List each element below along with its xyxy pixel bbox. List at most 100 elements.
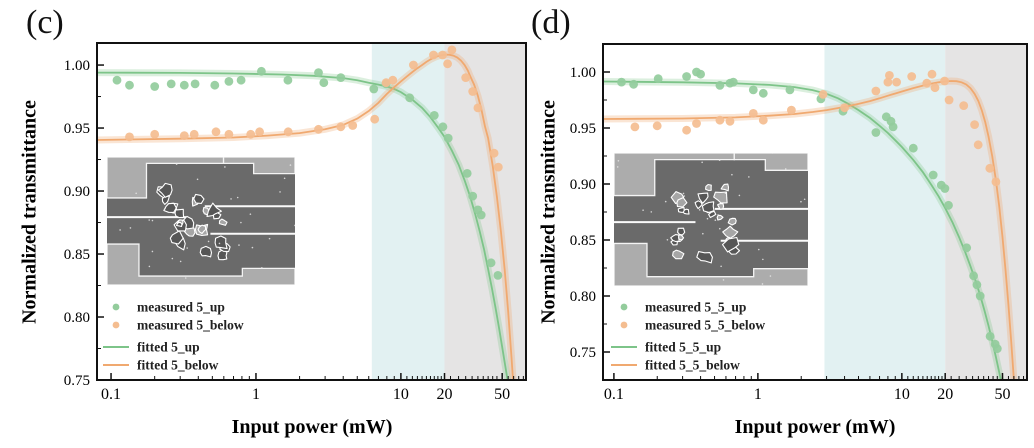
micrograph-speckle (784, 168, 787, 170)
micrograph-speckle (761, 283, 764, 285)
micrograph-speckle (224, 166, 226, 168)
data-point (653, 74, 663, 84)
micrograph-cladding (733, 153, 808, 171)
micrograph-speckle (731, 173, 733, 176)
legend-label: fitted 5_up (137, 340, 200, 355)
data-point (959, 101, 969, 110)
x-tick-label: 10 (894, 386, 910, 403)
micrograph-speckle (769, 275, 772, 277)
y-tick-label: 0.85 (570, 233, 596, 249)
data-point (973, 140, 983, 150)
data-point (629, 79, 638, 89)
data-point (190, 79, 200, 89)
data-point (630, 122, 640, 132)
data-point (885, 71, 894, 80)
legend-dot-marker (112, 303, 120, 311)
data-point (928, 170, 938, 180)
micrograph-cladding (107, 157, 225, 199)
y-tick-label: 0.80 (570, 289, 596, 305)
damage-region-band (945, 44, 1027, 380)
series-layer (97, 45, 517, 380)
scatterer-blob (705, 183, 712, 191)
scatterer-blob (218, 218, 228, 226)
data-point (883, 77, 893, 87)
y-tick-label: 0.85 (64, 247, 90, 263)
micrograph-speckle (240, 221, 242, 224)
panel-c-label: (c) (26, 4, 64, 41)
data-point (443, 59, 452, 69)
data-point (725, 116, 735, 126)
micrograph-speckle (251, 246, 254, 249)
data-point (970, 120, 979, 129)
data-point (975, 291, 985, 301)
x-tick-label: 50 (994, 386, 1010, 403)
micrograph-speckle (151, 219, 154, 222)
legend-label: measured 5_5_below (645, 318, 765, 333)
micrograph-speckle (717, 214, 719, 216)
micrograph-speckle (683, 195, 686, 197)
scatterer-blob (701, 201, 715, 213)
data-point (461, 73, 471, 82)
micrograph-speckle (129, 227, 132, 229)
data-point (728, 77, 738, 87)
micrograph-cladding (222, 157, 295, 175)
device-micrograph-inset (614, 153, 808, 286)
micrograph-speckle (642, 209, 644, 211)
data-point (314, 68, 323, 77)
legend-item: fitted 5_5_below (611, 358, 740, 373)
data-point (447, 45, 457, 55)
micrograph-cladding (614, 242, 808, 286)
micrograph-speckle (724, 192, 727, 195)
data-point (972, 280, 982, 290)
legend: measured 5_5_up measured 5_5_belowfitted … (611, 300, 765, 373)
micrograph-speckle (748, 176, 750, 178)
data-point (370, 114, 380, 124)
legend-item: measured 5_below (112, 318, 244, 333)
panel-d-label: (d) (531, 4, 571, 41)
legend-label: measured 5_5_up (645, 300, 746, 315)
data-point (927, 69, 937, 79)
data-point (785, 85, 795, 95)
scatterer-blob (157, 182, 173, 198)
data-point (125, 132, 134, 142)
micrograph-speckle (718, 227, 721, 230)
legend-item: fitted 5_5_up (611, 340, 721, 355)
micrograph-speckle (722, 279, 725, 281)
data-point (489, 148, 499, 158)
micrograph-speckle (758, 248, 760, 251)
scatterer-blob (676, 197, 688, 208)
data-point (189, 129, 199, 139)
micrograph-speckle (289, 164, 292, 166)
data-point (682, 125, 691, 135)
data-point (150, 82, 160, 91)
micrograph-speckle (701, 161, 703, 164)
data-point (224, 77, 234, 86)
micrograph-speckle (294, 224, 295, 227)
data-point (940, 184, 950, 193)
scatterer-blob (716, 214, 724, 221)
device-micrograph-inset (107, 157, 295, 285)
data-point (992, 344, 1002, 353)
data-point (283, 127, 293, 137)
data-point (462, 169, 472, 178)
scatterer-blob (206, 202, 222, 217)
x-tick-label: 1 (252, 386, 260, 403)
micrograph-speckle (800, 200, 802, 203)
micrograph-speckle (186, 247, 188, 249)
data-point (179, 131, 189, 141)
data-point (125, 80, 134, 90)
data-point (748, 85, 758, 95)
x-tick-label: 20 (937, 386, 953, 403)
legend-label: fitted 5_below (137, 358, 219, 373)
micrograph-speckle (702, 232, 704, 235)
legend-dot-marker (620, 321, 628, 329)
data-point (985, 163, 995, 173)
scatterer-blob (717, 203, 725, 210)
data-point (682, 72, 691, 81)
data-point (257, 66, 266, 76)
scatterer-blob (713, 191, 728, 204)
micrograph-speckle (148, 265, 151, 268)
scatterer-blob (670, 234, 680, 243)
